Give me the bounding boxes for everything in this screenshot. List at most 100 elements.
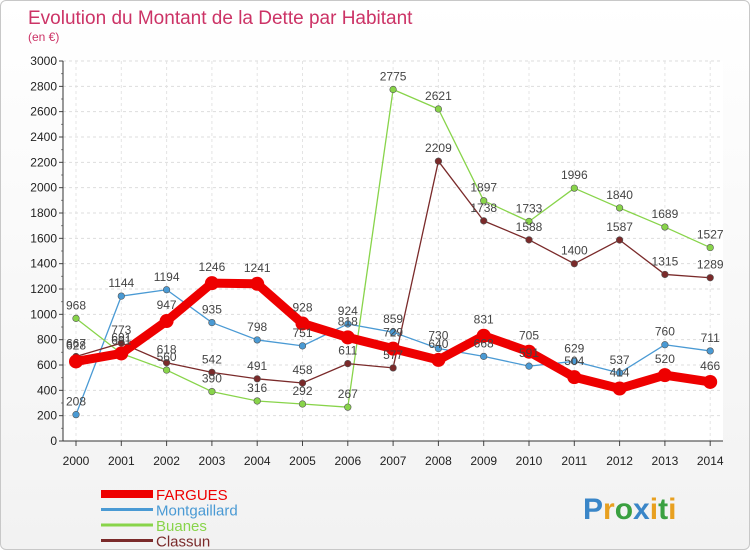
data-label-montgaillard: 859 — [383, 312, 403, 326]
y-tick-label: 3000 — [30, 54, 57, 68]
data-point-fargues — [522, 344, 536, 359]
data-label-fargues: 1241 — [244, 261, 271, 275]
logo-letter: o — [615, 493, 633, 526]
y-tick-label: 1200 — [30, 282, 57, 296]
data-label-montgaillard: 730 — [428, 329, 448, 343]
data-label-classun: 577 — [383, 348, 403, 362]
data-point-montgaillard — [344, 320, 352, 328]
data-label-classun: 1400 — [561, 244, 588, 258]
data-label-classun: 2209 — [425, 141, 452, 155]
data-point-classun — [253, 375, 261, 383]
data-label-fargues: 520 — [655, 352, 675, 366]
data-label-montgaillard: 760 — [655, 325, 675, 339]
data-label-classun: 1738 — [470, 201, 497, 215]
y-tick-label: 2400 — [30, 130, 57, 144]
data-point-montgaillard — [525, 362, 533, 370]
data-point-fargues — [159, 314, 174, 329]
data-point-classun — [570, 260, 578, 268]
data-label-buanes: 1897 — [470, 181, 497, 195]
y-tick-label: 600 — [37, 358, 57, 372]
x-tick-label: 2000 — [63, 454, 90, 468]
data-point-classun — [344, 360, 352, 368]
data-label-fargues: 414 — [610, 366, 630, 380]
data-point-montgaillard — [117, 292, 125, 300]
data-label-fargues: 928 — [292, 300, 312, 314]
data-label-fargues: 504 — [564, 354, 584, 368]
legend-label-buanes: Buanes — [156, 518, 207, 535]
y-tick-label: 2800 — [30, 79, 57, 93]
logo-letter: r — [603, 493, 615, 526]
data-point-buanes — [163, 366, 171, 374]
data-point-classun — [163, 359, 171, 367]
data-label-buanes: 1996 — [561, 168, 588, 182]
data-label-montgaillard: 924 — [338, 304, 358, 318]
data-point-montgaillard — [434, 344, 443, 353]
logo-letter: P — [583, 493, 603, 526]
data-label-buanes: 560 — [157, 350, 177, 364]
data-point-classun — [117, 339, 125, 347]
data-point-classun — [208, 368, 216, 376]
y-tick-label: 0 — [50, 434, 57, 448]
logo-letter: i — [668, 493, 676, 526]
data-label-fargues: 831 — [474, 313, 494, 327]
data-label-classun: 1588 — [516, 220, 543, 234]
data-point-buanes — [570, 184, 578, 192]
data-point-classun — [298, 379, 307, 387]
x-tick-label: 2001 — [108, 454, 135, 468]
data-point-fargues — [69, 354, 83, 369]
data-point-fargues — [295, 316, 310, 331]
data-label-fargues: 640 — [428, 337, 448, 351]
data-point-fargues — [431, 352, 446, 367]
data-point-fargues — [612, 381, 627, 396]
data-label-montgaillard: 798 — [247, 320, 267, 334]
x-tick-label: 2007 — [380, 454, 407, 468]
data-point-buanes — [208, 388, 216, 396]
x-tick-label: 2008 — [425, 454, 452, 468]
data-label-classun: 542 — [202, 352, 222, 366]
x-tick-label: 2005 — [289, 454, 316, 468]
data-label-fargues: 1246 — [199, 260, 226, 274]
proxiti-logo: Proxiti — [583, 493, 676, 526]
data-point-classun — [525, 236, 533, 244]
data-label-montgaillard: 591 — [519, 346, 539, 360]
data-label-buanes: 267 — [338, 387, 358, 401]
data-label-classun: 458 — [292, 363, 312, 377]
data-label-classun: 611 — [338, 344, 357, 358]
x-tick-label: 2010 — [516, 454, 543, 468]
legend-label-classun: Classun — [156, 534, 210, 550]
y-tick-label: 2600 — [30, 105, 57, 119]
data-point-buanes — [298, 400, 307, 408]
data-label-fargues: 947 — [157, 298, 177, 312]
data-label-buanes: 292 — [292, 384, 312, 398]
data-point-montgaillard — [253, 336, 261, 344]
logo-letter: t — [658, 493, 668, 526]
chart-title: Evolution du Montant de la Dette par Hab… — [28, 8, 413, 29]
data-label-classun: 1587 — [606, 220, 633, 234]
data-label-buanes: 1733 — [516, 201, 543, 215]
x-tick-label: 2011 — [561, 454, 587, 468]
data-label-montgaillard: 208 — [66, 395, 86, 409]
data-point-buanes — [253, 397, 261, 405]
data-label-fargues: 705 — [519, 329, 539, 343]
data-point-classun — [480, 217, 488, 225]
data-point-montgaillard — [298, 342, 307, 350]
data-point-montgaillard — [615, 369, 624, 377]
plot-area — [63, 61, 723, 441]
data-point-buanes — [434, 105, 443, 113]
data-point-buanes — [525, 217, 533, 226]
data-label-buanes: 2621 — [425, 89, 452, 103]
data-point-fargues — [386, 341, 401, 356]
data-label-fargues: 691 — [111, 330, 131, 344]
data-point-montgaillard — [706, 347, 714, 355]
data-label-classun: 773 — [111, 323, 131, 337]
data-point-buanes — [615, 204, 624, 212]
data-point-buanes — [344, 403, 352, 411]
data-label-montgaillard: 629 — [564, 341, 584, 355]
logo-letter: x — [633, 493, 650, 526]
x-tick-label: 2004 — [244, 454, 271, 468]
y-tick-label: 2000 — [30, 181, 57, 195]
data-label-montgaillard: 668 — [474, 336, 494, 350]
data-label-classun: 1315 — [652, 254, 679, 268]
